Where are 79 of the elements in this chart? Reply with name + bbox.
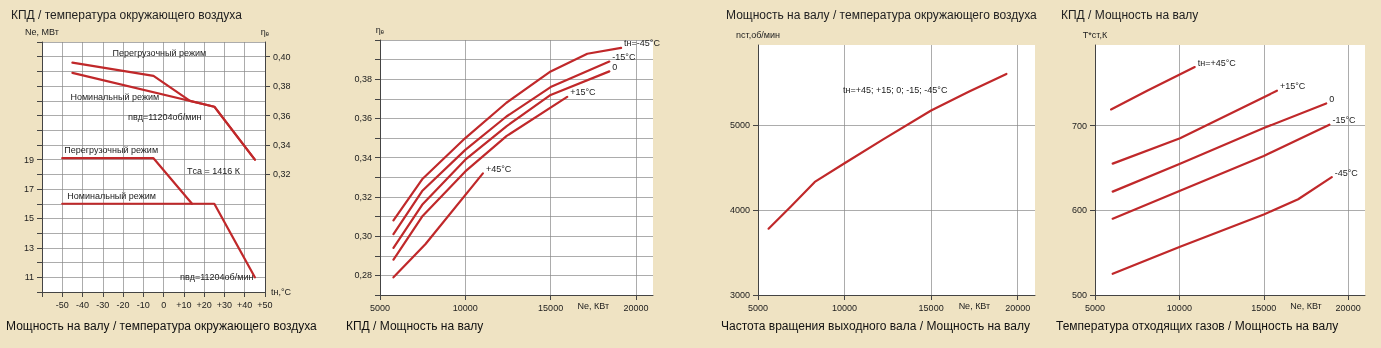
series-label: Номинальный режим — [67, 191, 157, 202]
y2-tick-label: 0,34 — [273, 139, 291, 150]
annotation: nвд=11204об/мин — [128, 111, 202, 122]
series-label: tн=+45°C — [1197, 57, 1237, 68]
x-tick-label: 20000 — [623, 302, 649, 313]
x-tick-label: 5000 — [369, 302, 391, 313]
annotation: nвд=11204об/мин — [180, 271, 254, 282]
x-axis-title: tн,°C — [271, 287, 292, 297]
y-tick-label: 0,30 — [354, 231, 372, 242]
x-axis-title: Ne, КВт — [958, 300, 991, 311]
x-tick-label: 15000 — [1251, 302, 1277, 313]
y-tick-label: 4000 — [729, 204, 750, 215]
y2-tick-label: 0,38 — [273, 81, 291, 92]
x-tick-label: -30 — [96, 299, 110, 310]
x-tick-label: +20 — [196, 299, 212, 310]
series-label: Перегрузочный режим — [64, 144, 159, 155]
y2-tick-label: 0,40 — [273, 51, 291, 62]
x-tick-label: +30 — [216, 299, 233, 310]
y-tick-label: 3000 — [729, 290, 750, 300]
text: Температура отходящих газов / Мощность на валу — [1056, 319, 1339, 333]
x-tick-label: 10000 — [1166, 302, 1192, 313]
x-tick-label: 10000 — [832, 302, 858, 313]
chart-title: КПД / температура окружающего воздуха — [11, 8, 243, 22]
text: Мощность на валу / температура окружающего воздуха — [6, 319, 318, 333]
y-tick-label: 600 — [1071, 205, 1087, 216]
y-tick-label: 700 — [1071, 120, 1087, 131]
x-tick-label: +40 — [237, 299, 253, 310]
x-tick-label: -20 — [116, 299, 130, 310]
series-label: Перегрузочный режим — [112, 48, 207, 59]
y2-axis-title: ηₑ — [260, 26, 270, 37]
y-tick-label: 11 — [24, 272, 34, 283]
x-tick-label: 15000 — [918, 302, 944, 313]
series-label: +45°C — [485, 163, 512, 174]
series-label: +15°C — [1279, 81, 1306, 92]
y-tick-label: 0,28 — [354, 270, 372, 281]
y-axis-title: Ne, МВт — [25, 26, 59, 37]
y-tick-label: 0,32 — [354, 191, 372, 202]
y-tick-label: 19 — [23, 154, 34, 165]
chart-title: КПД / Мощность на валу — [1061, 8, 1199, 22]
series-label: Номинальный режим — [70, 92, 160, 103]
x-tick-label: -40 — [76, 299, 90, 310]
x-tick-label: -10 — [136, 299, 150, 310]
annotation: tн=+45; +15; 0; -15; -45°C — [843, 84, 948, 95]
series-label: -15°C — [1332, 115, 1356, 126]
x-axis-title: Ne, КВт — [1290, 300, 1322, 311]
y-axis-title: ηₑ — [375, 24, 385, 35]
y-tick-label: 5000 — [729, 119, 750, 130]
x-tick-label: 0 — [161, 299, 167, 310]
y-tick-label: 500 — [1071, 290, 1087, 300]
text: Частота вращения выходного вала / Мощность на валу — [721, 319, 1031, 333]
annotation: Tса = 1416 К — [187, 165, 241, 176]
x-tick-label: 15000 — [538, 302, 564, 313]
series-label: -15°C — [612, 52, 636, 63]
x-tick-label: +50 — [257, 299, 273, 310]
x-tick-label: 5000 — [747, 302, 769, 313]
x-tick-label: +10 — [176, 299, 192, 310]
x-tick-label: 10000 — [452, 302, 478, 313]
y2-tick-label: 0,32 — [273, 169, 291, 180]
y-tick-label: 0,38 — [354, 74, 372, 85]
x-tick-label: 20000 — [1335, 302, 1361, 313]
x-axis-title: Ne, КВт — [577, 300, 610, 311]
text: КПД / Мощность на валу — [346, 319, 484, 333]
series-label: 0 — [1329, 93, 1335, 104]
y-tick-label: 0,34 — [354, 152, 372, 163]
y2-tick-label: 0,36 — [273, 110, 291, 121]
y-tick-label: 15 — [23, 213, 34, 224]
x-tick-label: 5000 — [1084, 302, 1106, 313]
y-axis-title: nст,об/мин — [736, 29, 781, 40]
series-label: tн=-45°C — [624, 38, 661, 49]
y-tick-label: 0,36 — [354, 113, 372, 124]
x-tick-label: -50 — [55, 299, 69, 310]
y-tick-label: 17 — [23, 184, 34, 195]
y-axis-title: T*ст,К — [1082, 29, 1108, 40]
y-tick-label: 13 — [23, 242, 34, 253]
series-label: -45°C — [1334, 167, 1359, 178]
x-tick-label: 20000 — [1005, 302, 1031, 313]
series-label: 0 — [612, 61, 618, 72]
series-label: +15°C — [570, 87, 597, 98]
chart-title: Мощность на валу / температура окружающего воздуха — [726, 8, 1038, 22]
